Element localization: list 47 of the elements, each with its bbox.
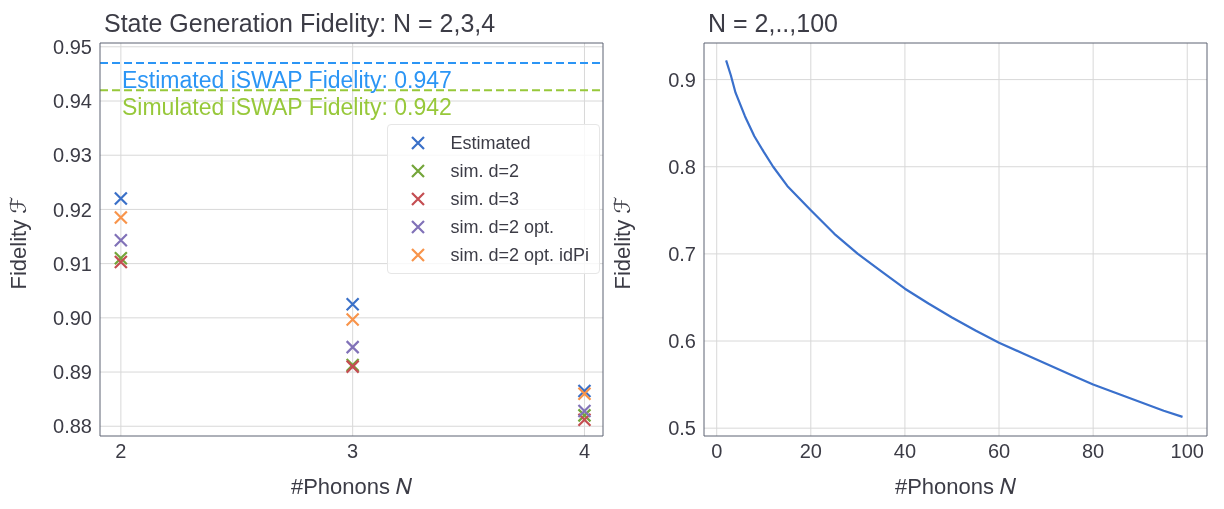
x-tick-label: 80	[1082, 440, 1105, 463]
ref-line-label: Simulated iSWAP Fidelity: 0.942	[122, 94, 452, 121]
y-tick-label: 0.8	[668, 155, 696, 178]
y-tick-label: 0.9	[668, 68, 696, 91]
x-tick-label: 100	[1170, 440, 1204, 463]
point	[577, 412, 592, 427]
chart-title: State Generation Fidelity: N = 2,3,4	[104, 8, 497, 38]
point	[113, 210, 128, 225]
x-axis-title: #Phonons 𝑁	[894, 474, 1018, 499]
ref-line-label: Estimated iSWAP Fidelity: 0.947	[122, 67, 452, 94]
y-tick-label: 0.92	[53, 198, 92, 221]
y-tick-label: 0.95	[53, 35, 92, 58]
x-tick-label: 20	[799, 440, 822, 463]
y-tick-label: 0.5	[668, 417, 696, 440]
point	[345, 340, 360, 355]
x-tick-label: 0	[711, 440, 723, 463]
y-axis-title: Fidelity ℱ	[5, 196, 31, 290]
legend-label: sim. d=2 opt. idPi	[450, 244, 589, 266]
y-tick-label: 0.93	[53, 144, 92, 167]
x-tick-label: 40	[893, 440, 917, 463]
x-tick-label: 3	[347, 440, 359, 463]
y-tick-label: 0.94	[53, 90, 92, 113]
legend-label: sim. d=3	[450, 188, 519, 210]
point	[113, 254, 128, 270]
line-series	[725, 59, 1184, 418]
x-tick-label: 2	[115, 440, 127, 463]
x-axis-title: #Phonons 𝑁	[290, 474, 414, 499]
y-tick-label: 0.7	[668, 242, 696, 265]
y-tick-label: 0.91	[53, 252, 92, 275]
point	[113, 191, 128, 206]
y-tick-label: 0.6	[668, 330, 696, 353]
legend-label: sim. d=2 opt.	[450, 216, 554, 238]
y-tick-label: 0.88	[53, 415, 92, 438]
point	[345, 297, 360, 312]
point	[345, 312, 360, 327]
y-axis-title: Fidelity ℱ	[609, 196, 635, 290]
y-tick-label: 0.90	[53, 306, 92, 329]
point	[577, 403, 592, 419]
x-tick-label: 4	[578, 440, 591, 463]
point	[577, 408, 592, 423]
y-tick-label: 0.89	[53, 361, 92, 384]
legend-label: Estimated	[450, 132, 531, 154]
chart-title: N = 2,..,100	[708, 8, 839, 38]
legend-label: sim. d=2	[450, 160, 519, 182]
point	[113, 251, 128, 266]
x-tick-label: 60	[987, 440, 1011, 463]
point	[113, 233, 128, 248]
